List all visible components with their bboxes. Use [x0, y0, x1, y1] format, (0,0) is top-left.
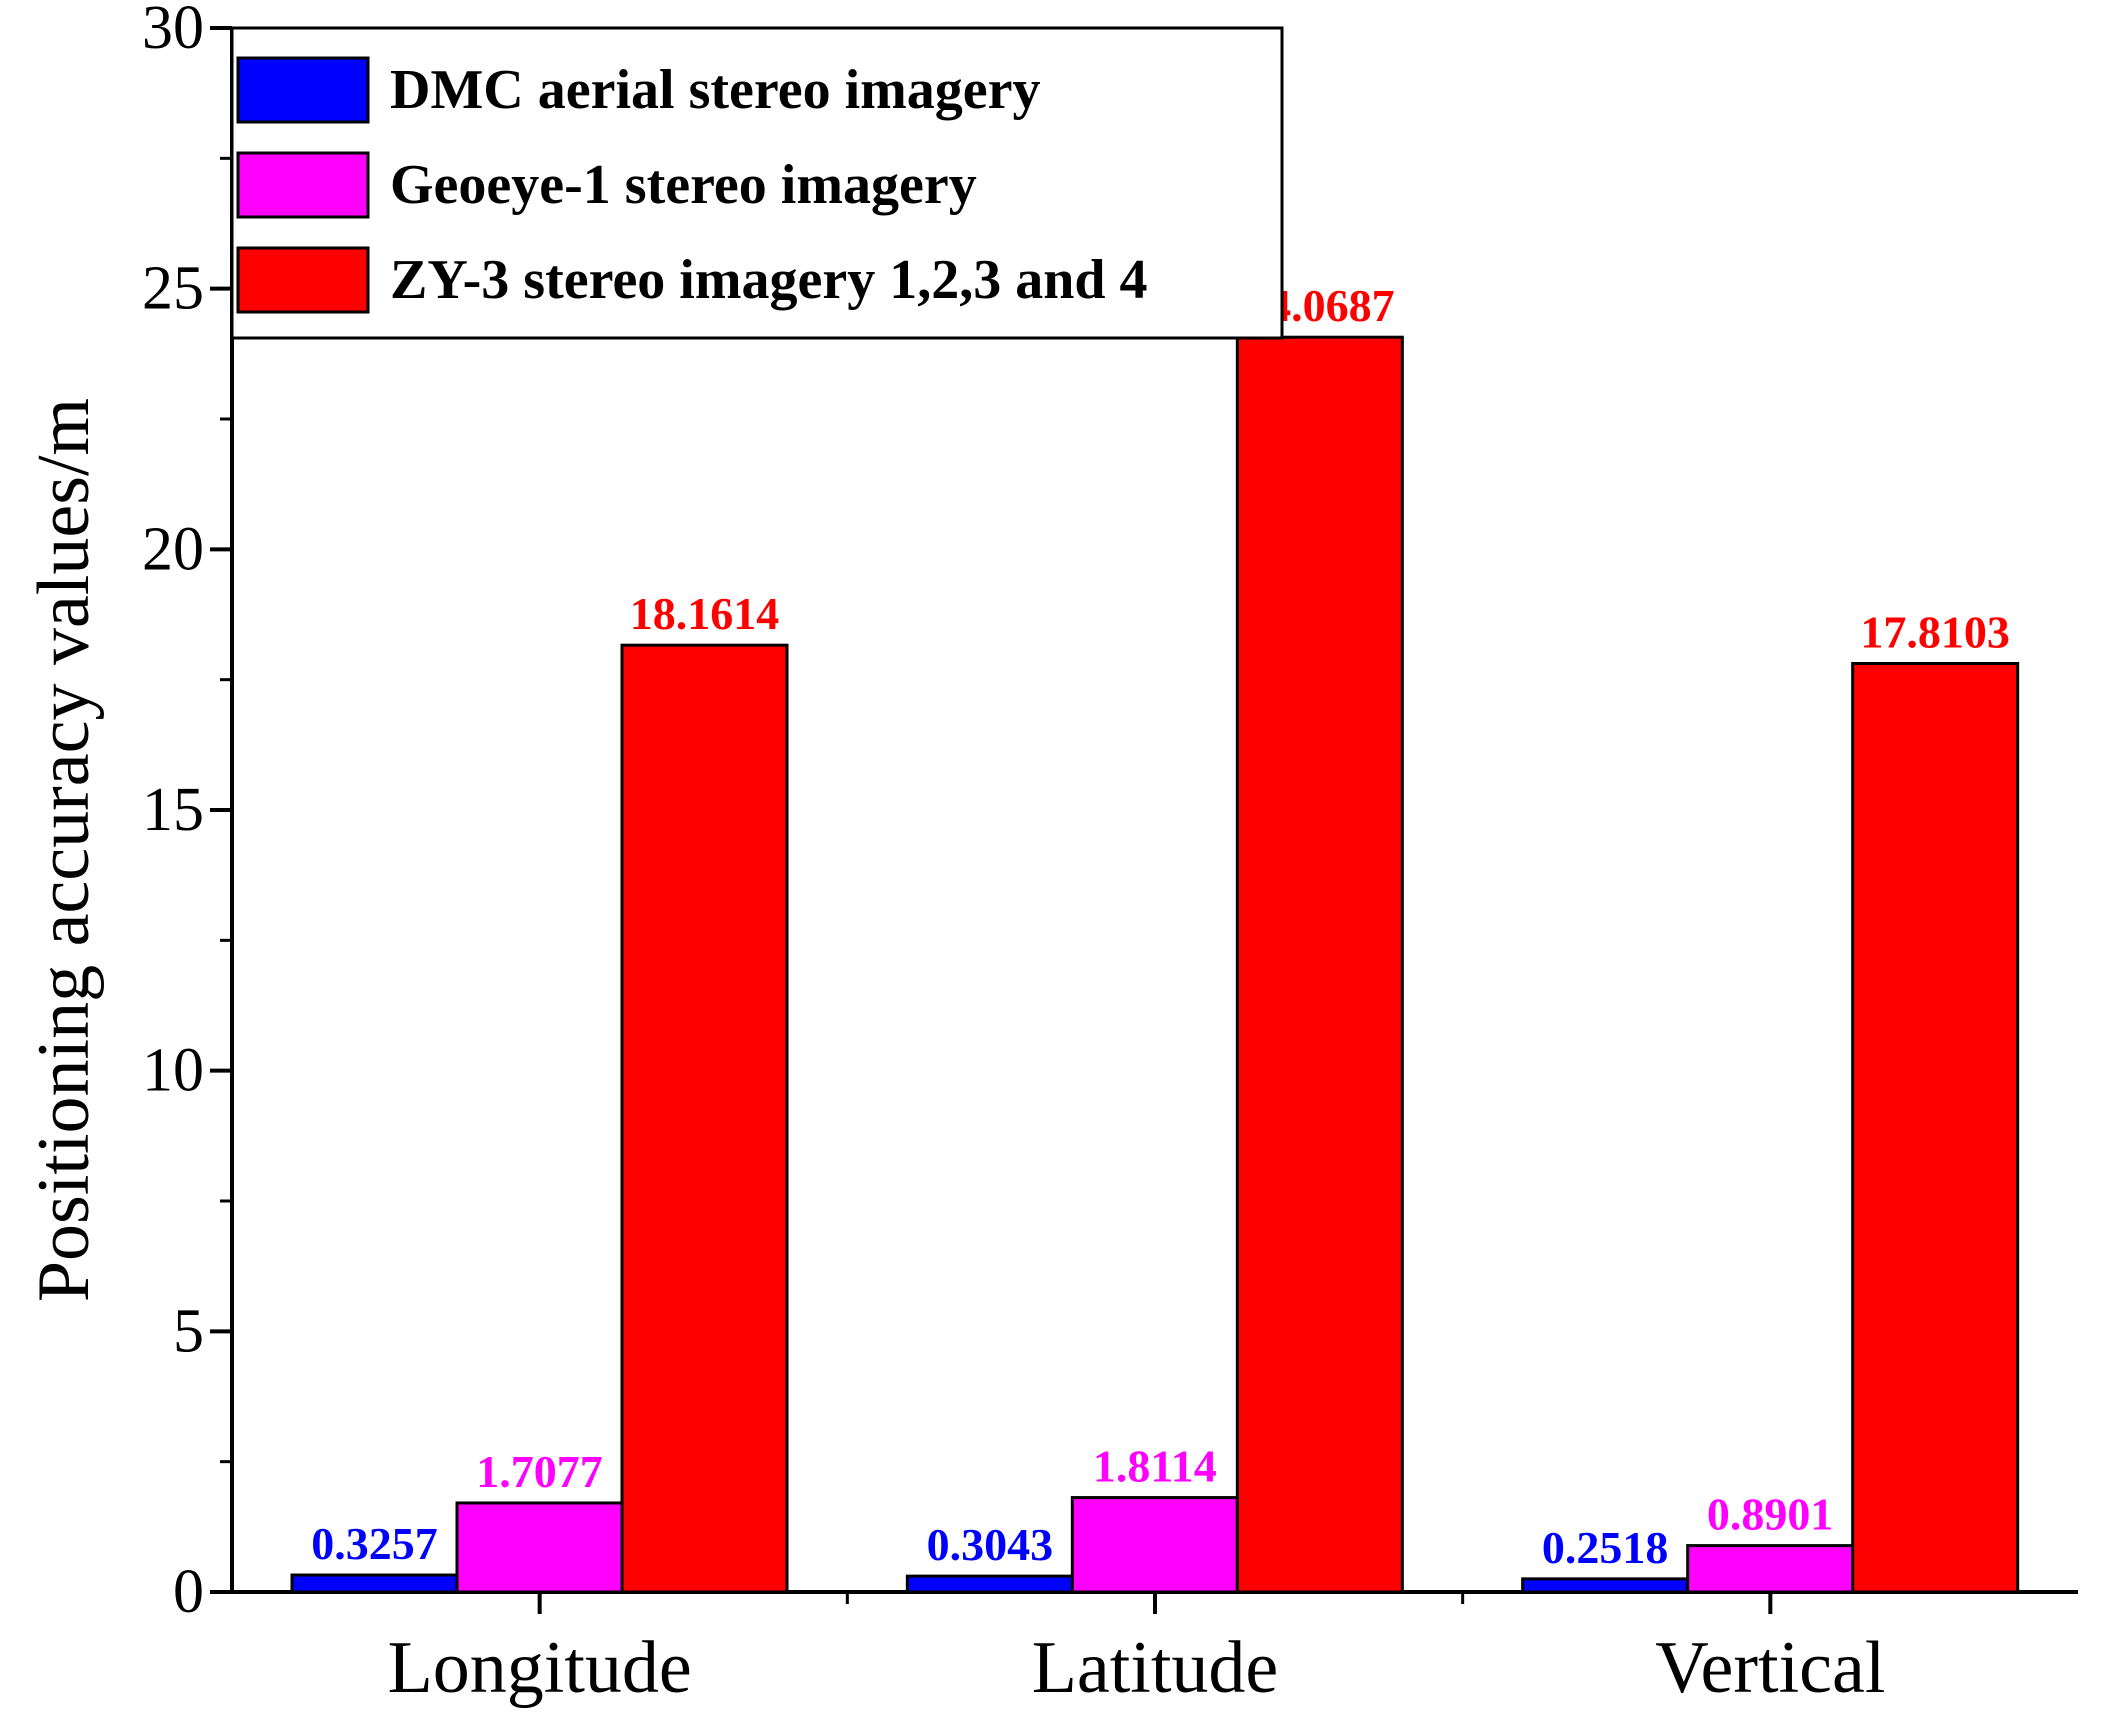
bar-data-label: 0.2518 [1542, 1522, 1669, 1573]
bar-data-label: 0.3257 [311, 1518, 438, 1569]
y-tick-label: 20 [142, 515, 204, 583]
bar [905, 1574, 1074, 1594]
legend-swatch [236, 151, 370, 219]
axes: 0 5 10 15 20 25 30 Longitude Latitude Vertical [142, 0, 2078, 1709]
y-axis-title: Positioning accuracy values/m [23, 398, 105, 1302]
legend: DMC aerial stereo imagery Geoeye-1 stereo… [230, 26, 1284, 340]
bar-data-label: 18.1614 [630, 588, 780, 639]
x-tick-label: Longitude [388, 1627, 692, 1709]
bar-data-label: 0.8901 [1707, 1489, 1834, 1540]
x-tick-label: Latitude [1032, 1627, 1279, 1709]
legend-label: Geoeye-1 stereo imagery [390, 154, 977, 216]
legend-swatch [236, 246, 370, 314]
bar-data-label: 1.7077 [476, 1446, 603, 1497]
bar-data-label: 17.8103 [1860, 606, 2010, 657]
y-tick-label: 10 [142, 1037, 204, 1105]
legend-box [230, 26, 1284, 340]
y-tick-label: 0 [173, 1558, 204, 1626]
bar [1686, 1544, 1855, 1594]
bar [1235, 335, 1404, 1594]
bar [1521, 1577, 1690, 1594]
y-tick-label: 25 [142, 255, 204, 323]
bar-data-label: 1.8114 [1093, 1441, 1217, 1492]
y-tick-label: 5 [173, 1297, 204, 1365]
x-tick-label: Vertical [1655, 1627, 1885, 1709]
y-tick-label: 15 [142, 776, 204, 844]
bar [620, 643, 789, 1594]
legend-label: ZY-3 stereo imagery 1,2,3 and 4 [390, 249, 1148, 311]
bars [290, 335, 2020, 1594]
bar [1070, 1496, 1239, 1594]
bar [1851, 661, 2020, 1594]
bar-data-label: 0.3043 [927, 1519, 1054, 1570]
bar [290, 1573, 459, 1594]
data-labels: 0.32571.707718.16140.30431.811424.06870.… [311, 280, 2010, 1573]
legend-swatch [236, 56, 370, 124]
bar [455, 1501, 624, 1594]
legend-label: DMC aerial stereo imagery [390, 59, 1040, 121]
y-tick-label: 30 [142, 0, 204, 62]
